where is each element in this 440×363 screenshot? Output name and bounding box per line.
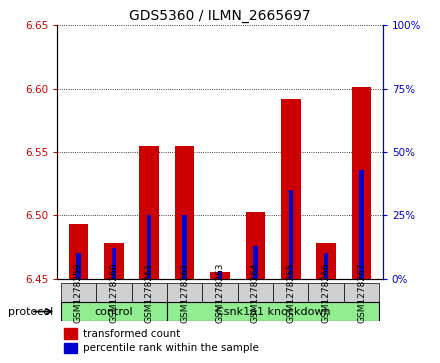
- Title: GDS5360 / ILMN_2665697: GDS5360 / ILMN_2665697: [129, 9, 311, 23]
- FancyBboxPatch shape: [167, 302, 379, 321]
- Text: GSM1278266: GSM1278266: [322, 262, 331, 323]
- FancyBboxPatch shape: [61, 283, 96, 302]
- Bar: [76, 253, 81, 279]
- Bar: [175, 146, 194, 279]
- Bar: [359, 170, 364, 279]
- Text: GSM1278264: GSM1278264: [251, 262, 260, 323]
- FancyBboxPatch shape: [344, 283, 379, 302]
- Bar: [246, 212, 265, 279]
- Bar: [289, 190, 293, 279]
- FancyBboxPatch shape: [61, 302, 167, 321]
- FancyBboxPatch shape: [308, 283, 344, 302]
- Text: GSM1278262: GSM1278262: [180, 262, 189, 323]
- Bar: [104, 243, 124, 279]
- Text: transformed count: transformed count: [83, 329, 180, 339]
- FancyBboxPatch shape: [132, 283, 167, 302]
- FancyBboxPatch shape: [96, 283, 132, 302]
- Text: GSM1278260: GSM1278260: [109, 262, 118, 323]
- Text: control: control: [95, 306, 133, 317]
- Bar: [324, 253, 328, 279]
- Bar: [64, 343, 77, 353]
- Text: GSM1278267: GSM1278267: [357, 262, 366, 323]
- Text: GSM1278259: GSM1278259: [74, 262, 83, 323]
- FancyBboxPatch shape: [273, 283, 308, 302]
- Text: Csnk1a1 knockdown: Csnk1a1 knockdown: [216, 306, 330, 317]
- Bar: [210, 272, 230, 279]
- Text: GSM1278261: GSM1278261: [145, 262, 154, 323]
- Bar: [183, 215, 187, 279]
- Text: GSM1278263: GSM1278263: [216, 262, 224, 323]
- FancyBboxPatch shape: [167, 283, 202, 302]
- Bar: [64, 329, 77, 339]
- Bar: [352, 87, 371, 279]
- FancyBboxPatch shape: [238, 283, 273, 302]
- Text: protocol: protocol: [7, 306, 53, 317]
- Bar: [112, 248, 116, 279]
- Bar: [69, 224, 88, 279]
- Bar: [316, 243, 336, 279]
- Bar: [281, 99, 301, 279]
- Bar: [139, 146, 159, 279]
- Text: GSM1278265: GSM1278265: [286, 262, 295, 323]
- Text: percentile rank within the sample: percentile rank within the sample: [83, 343, 259, 353]
- Bar: [147, 215, 151, 279]
- FancyBboxPatch shape: [202, 283, 238, 302]
- Bar: [253, 246, 257, 279]
- Bar: [218, 271, 222, 279]
